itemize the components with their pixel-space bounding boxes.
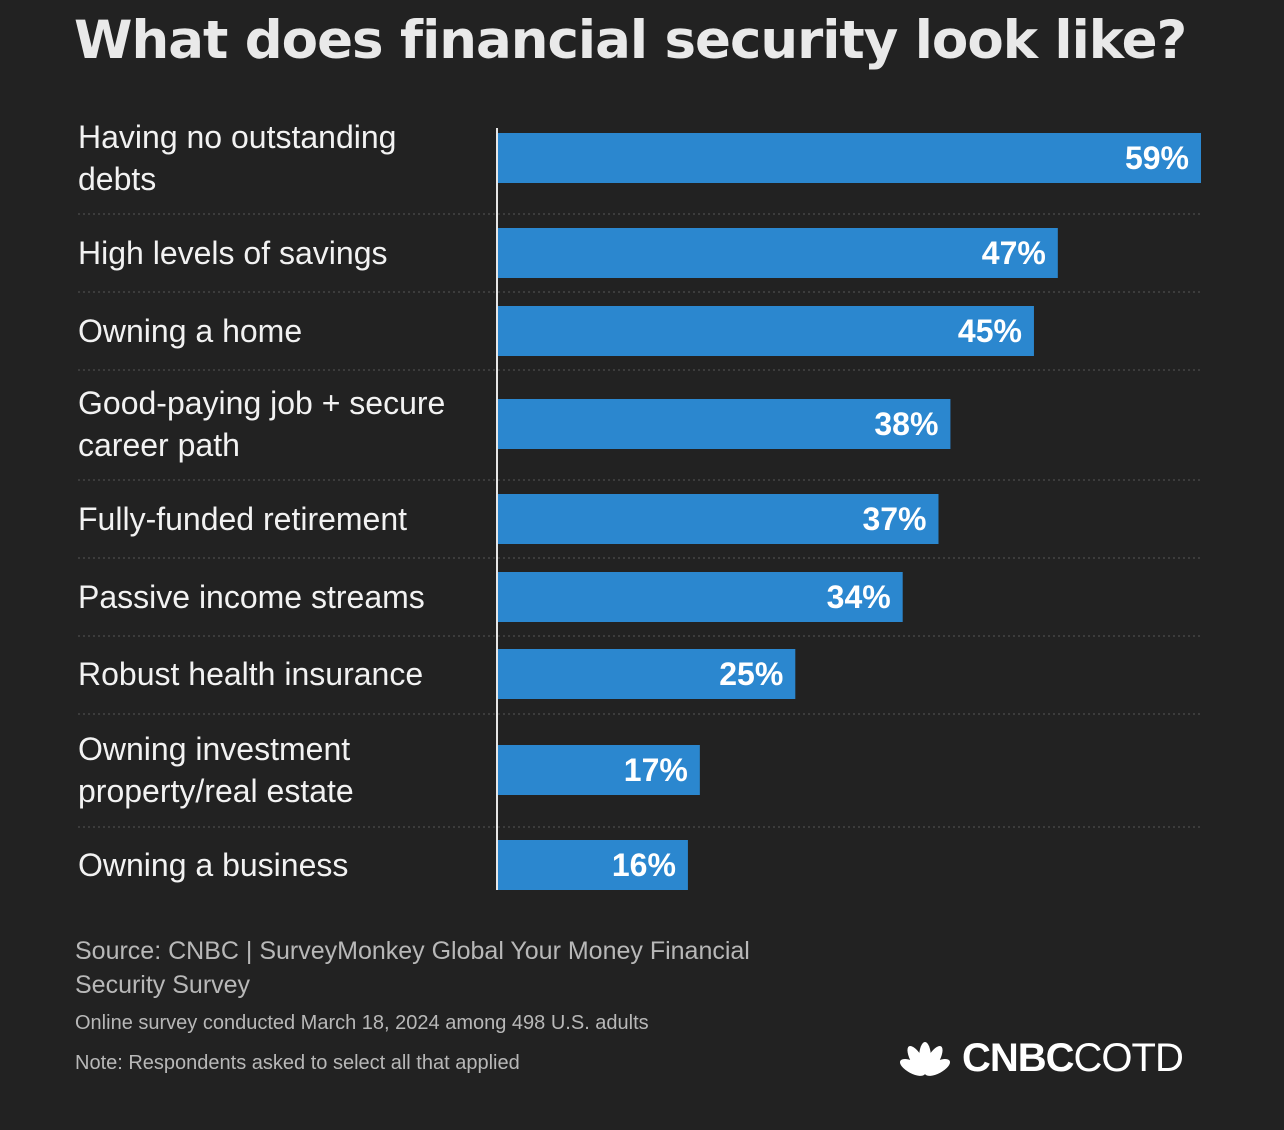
note-text: Note: Respondents asked to select all th… — [75, 1052, 520, 1074]
bar — [497, 572, 903, 622]
category-label: Owning a business — [78, 847, 348, 883]
bar — [497, 228, 1058, 278]
bar — [497, 133, 1201, 183]
source-text: Source: CNBC | SurveyMonkey Global Your … — [75, 937, 750, 999]
category-label: Owning a home — [78, 313, 302, 349]
value-label: 25% — [719, 656, 783, 692]
category-label: Fully-funded retirement — [78, 501, 407, 537]
category-label: Robust health insurance — [78, 656, 423, 692]
value-label: 17% — [624, 752, 688, 788]
category-label: Passive income streams — [78, 579, 425, 615]
logo-cnbc-text: CNBC — [962, 1035, 1075, 1080]
cnbc-logo: CNBC COTD — [888, 1035, 1184, 1080]
bar — [497, 745, 700, 795]
bar — [497, 649, 796, 699]
value-label: 47% — [982, 235, 1046, 271]
bar — [497, 306, 1034, 356]
category-label: Having no outstanding debts — [78, 119, 396, 197]
value-label: 16% — [612, 847, 676, 883]
bar — [497, 494, 939, 544]
category-label: Owning investment property/real estate — [78, 731, 354, 809]
value-label: 34% — [827, 579, 891, 615]
logo-cotd-text: COTD — [1073, 1035, 1184, 1080]
bar-chart: 59% Having no outstanding debts 47% High lev… — [78, 119, 1202, 890]
value-label: 37% — [862, 501, 926, 537]
value-label: 59% — [1125, 140, 1189, 176]
category-label: Good-paying job + secure career path — [78, 385, 445, 463]
value-label: 45% — [958, 313, 1022, 349]
chart-title: What does financial security look like? — [74, 10, 1187, 71]
bar — [497, 399, 951, 449]
survey-text: Online survey conducted March 18, 2024 a… — [75, 1012, 649, 1034]
bar — [497, 840, 688, 890]
category-label: High levels of savings — [78, 235, 387, 271]
peacock-icon — [899, 1042, 951, 1076]
value-label: 38% — [874, 406, 938, 442]
